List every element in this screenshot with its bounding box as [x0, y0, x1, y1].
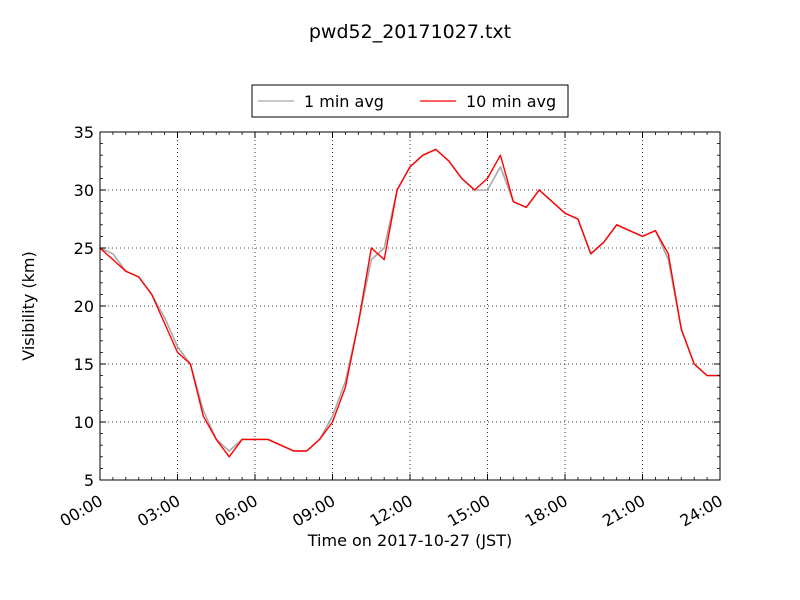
legend-box [251, 84, 569, 118]
y-tick-label: 30 [74, 181, 94, 200]
legend: 1 min avg 10 min avg [251, 84, 569, 118]
x-tick-label: 18:00 [522, 491, 571, 531]
y-tick-label: 35 [74, 123, 94, 142]
x-tick-label: 00:00 [57, 491, 106, 531]
series-layer [100, 148, 720, 458]
y-tick-label: 15 [74, 355, 94, 374]
chart-title: pwd52_20171027.txt [309, 21, 511, 43]
y-tick-labels: 5 10 15 20 25 30 35 [74, 123, 94, 490]
x-tick-labels: 00:00 03:00 06:00 09:00 12:00 15:00 18:00 21:00… [57, 491, 726, 531]
series-line-10-min-avg [100, 148, 720, 458]
y-tick-label: 25 [74, 239, 94, 258]
x-tick-label: 12:00 [367, 491, 416, 531]
x-tick-label: 03:00 [134, 491, 183, 531]
x-tick-label: 24:00 [677, 491, 726, 531]
x-tick-label: 09:00 [289, 491, 338, 531]
x-tick-label: 21:00 [599, 491, 648, 531]
y-tick-label: 10 [74, 413, 94, 432]
legend-label-1-min-avg: 1 min avg [304, 92, 384, 111]
x-axis-title: Time on 2017-10-27 (JST) [307, 531, 512, 550]
y-tick-label: 5 [84, 471, 94, 490]
y-axis-title: Visibility (km) [19, 251, 38, 360]
grid-layer [100, 132, 720, 480]
y-tick-label: 20 [74, 297, 94, 316]
x-tick-label: 06:00 [212, 491, 261, 531]
x-tick-label: 15:00 [444, 491, 493, 531]
tick-layer [99, 131, 721, 481]
legend-label-10-min-avg: 10 min avg [466, 92, 556, 111]
